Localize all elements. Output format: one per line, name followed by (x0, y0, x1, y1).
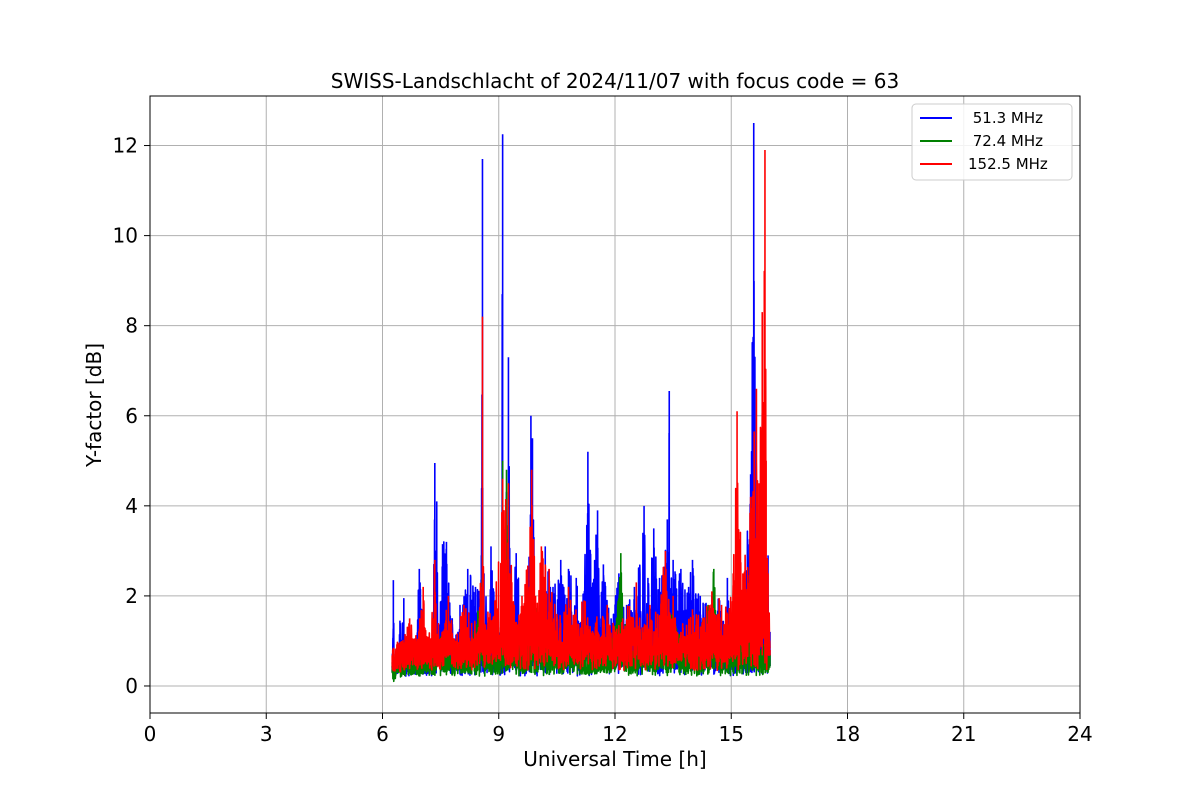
x-tick-label: 18 (835, 722, 860, 746)
y-tick-label: 10 (113, 224, 138, 248)
x-tick-label: 21 (951, 722, 976, 746)
chart-title: SWISS-Landschlacht of 2024/11/07 with fo… (331, 69, 899, 93)
legend-label: 152.5 MHz (968, 155, 1048, 173)
x-tick-label: 0 (144, 722, 157, 746)
x-tick-label: 9 (492, 722, 505, 746)
y-tick-label: 2 (125, 584, 138, 608)
legend-label: 51.3 MHz (968, 109, 1043, 127)
series-layer (391, 123, 771, 683)
x-tick-label: 6 (376, 722, 389, 746)
y-axis-label: Y-factor [dB] (82, 343, 106, 468)
legend-label: 72.4 MHz (968, 132, 1043, 150)
y-tick-label: 0 (125, 674, 138, 698)
y-tick-label: 12 (113, 134, 138, 158)
legend: 51.3 MHz 72.4 MHz 152.5 MHz (911, 103, 1073, 181)
series-line (391, 150, 771, 673)
legend-box (911, 103, 1073, 181)
y-tick-label: 6 (125, 404, 138, 428)
y-tick-label: 4 (125, 494, 138, 518)
x-tick-label: 12 (602, 722, 627, 746)
x-tick-label: 3 (260, 722, 273, 746)
y-tick-label: 8 (125, 314, 138, 338)
x-tick-label: 15 (719, 722, 744, 746)
x-tick-label: 24 (1067, 722, 1092, 746)
x-axis-label: Universal Time [h] (523, 747, 706, 771)
